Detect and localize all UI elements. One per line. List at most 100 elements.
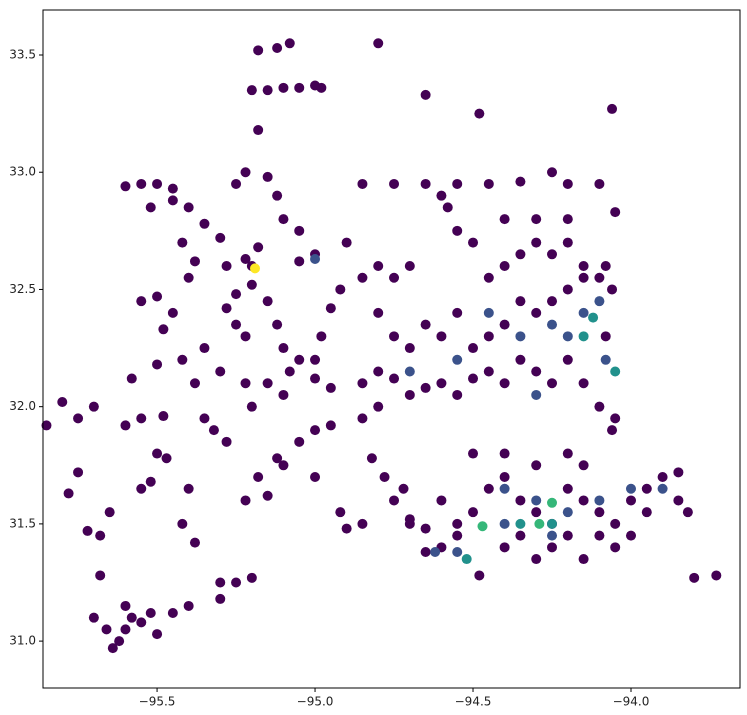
point [578, 261, 589, 272]
point [562, 178, 573, 189]
point [600, 354, 611, 365]
point [357, 518, 368, 529]
point [278, 82, 289, 93]
point [373, 307, 384, 318]
point [278, 389, 289, 400]
point [152, 629, 163, 640]
point [531, 237, 542, 248]
point [120, 600, 131, 611]
point [594, 401, 605, 412]
point [341, 237, 352, 248]
point [452, 354, 463, 365]
point [531, 507, 542, 518]
point [136, 413, 147, 424]
point [531, 366, 542, 377]
point [145, 202, 156, 213]
point [452, 307, 463, 318]
y-tick-label: 33.5 [9, 48, 36, 62]
point [562, 483, 573, 494]
point [341, 523, 352, 534]
point [483, 366, 494, 377]
point [531, 214, 542, 225]
y-tick-label: 33.0 [9, 165, 36, 179]
point [578, 495, 589, 506]
point [404, 366, 415, 377]
point [240, 495, 251, 506]
point [272, 453, 283, 464]
point [88, 401, 99, 412]
point [562, 507, 573, 518]
point [379, 472, 390, 483]
point [253, 125, 264, 136]
point [515, 495, 526, 506]
point [673, 467, 684, 478]
point [389, 272, 400, 283]
point [588, 312, 599, 323]
point [294, 354, 305, 365]
point [499, 261, 510, 272]
point [262, 378, 273, 389]
point [461, 554, 472, 565]
point [531, 495, 542, 506]
point [436, 190, 447, 201]
point [215, 577, 226, 588]
point [499, 448, 510, 459]
axes-frame [42, 9, 741, 689]
point [499, 214, 510, 225]
point [452, 547, 463, 558]
point [373, 401, 384, 412]
point [610, 366, 621, 377]
point [183, 202, 194, 213]
point [515, 530, 526, 541]
point [221, 436, 232, 447]
point [189, 256, 200, 267]
point [499, 472, 510, 483]
y-tick-label: 32.0 [9, 399, 36, 413]
point [167, 607, 178, 618]
point [420, 523, 431, 534]
point [607, 103, 618, 114]
plot-area [41, 38, 722, 654]
point [562, 530, 573, 541]
point [594, 507, 605, 518]
point [215, 366, 226, 377]
point [625, 483, 636, 494]
point [547, 319, 558, 330]
point [272, 190, 283, 201]
point [682, 507, 693, 518]
point [594, 178, 605, 189]
point [101, 624, 112, 635]
point [610, 413, 621, 424]
point [167, 183, 178, 194]
point [272, 42, 283, 53]
point [452, 389, 463, 400]
point [452, 225, 463, 236]
point [578, 460, 589, 471]
point [477, 521, 488, 532]
point [246, 279, 257, 290]
point [183, 272, 194, 283]
point [366, 453, 377, 464]
point [607, 425, 618, 436]
point [316, 331, 327, 342]
point [610, 518, 621, 529]
point [73, 413, 84, 424]
point [325, 382, 336, 393]
point [136, 483, 147, 494]
point [534, 518, 545, 529]
point [641, 483, 652, 494]
point [246, 401, 257, 412]
point [531, 554, 542, 565]
point [120, 420, 131, 431]
point [468, 448, 479, 459]
point [294, 82, 305, 93]
point [158, 411, 169, 422]
point [398, 483, 409, 494]
point [625, 495, 636, 506]
point [420, 547, 431, 558]
point [221, 261, 232, 272]
point [136, 178, 147, 189]
point [167, 307, 178, 318]
point [578, 272, 589, 283]
point [114, 636, 125, 647]
